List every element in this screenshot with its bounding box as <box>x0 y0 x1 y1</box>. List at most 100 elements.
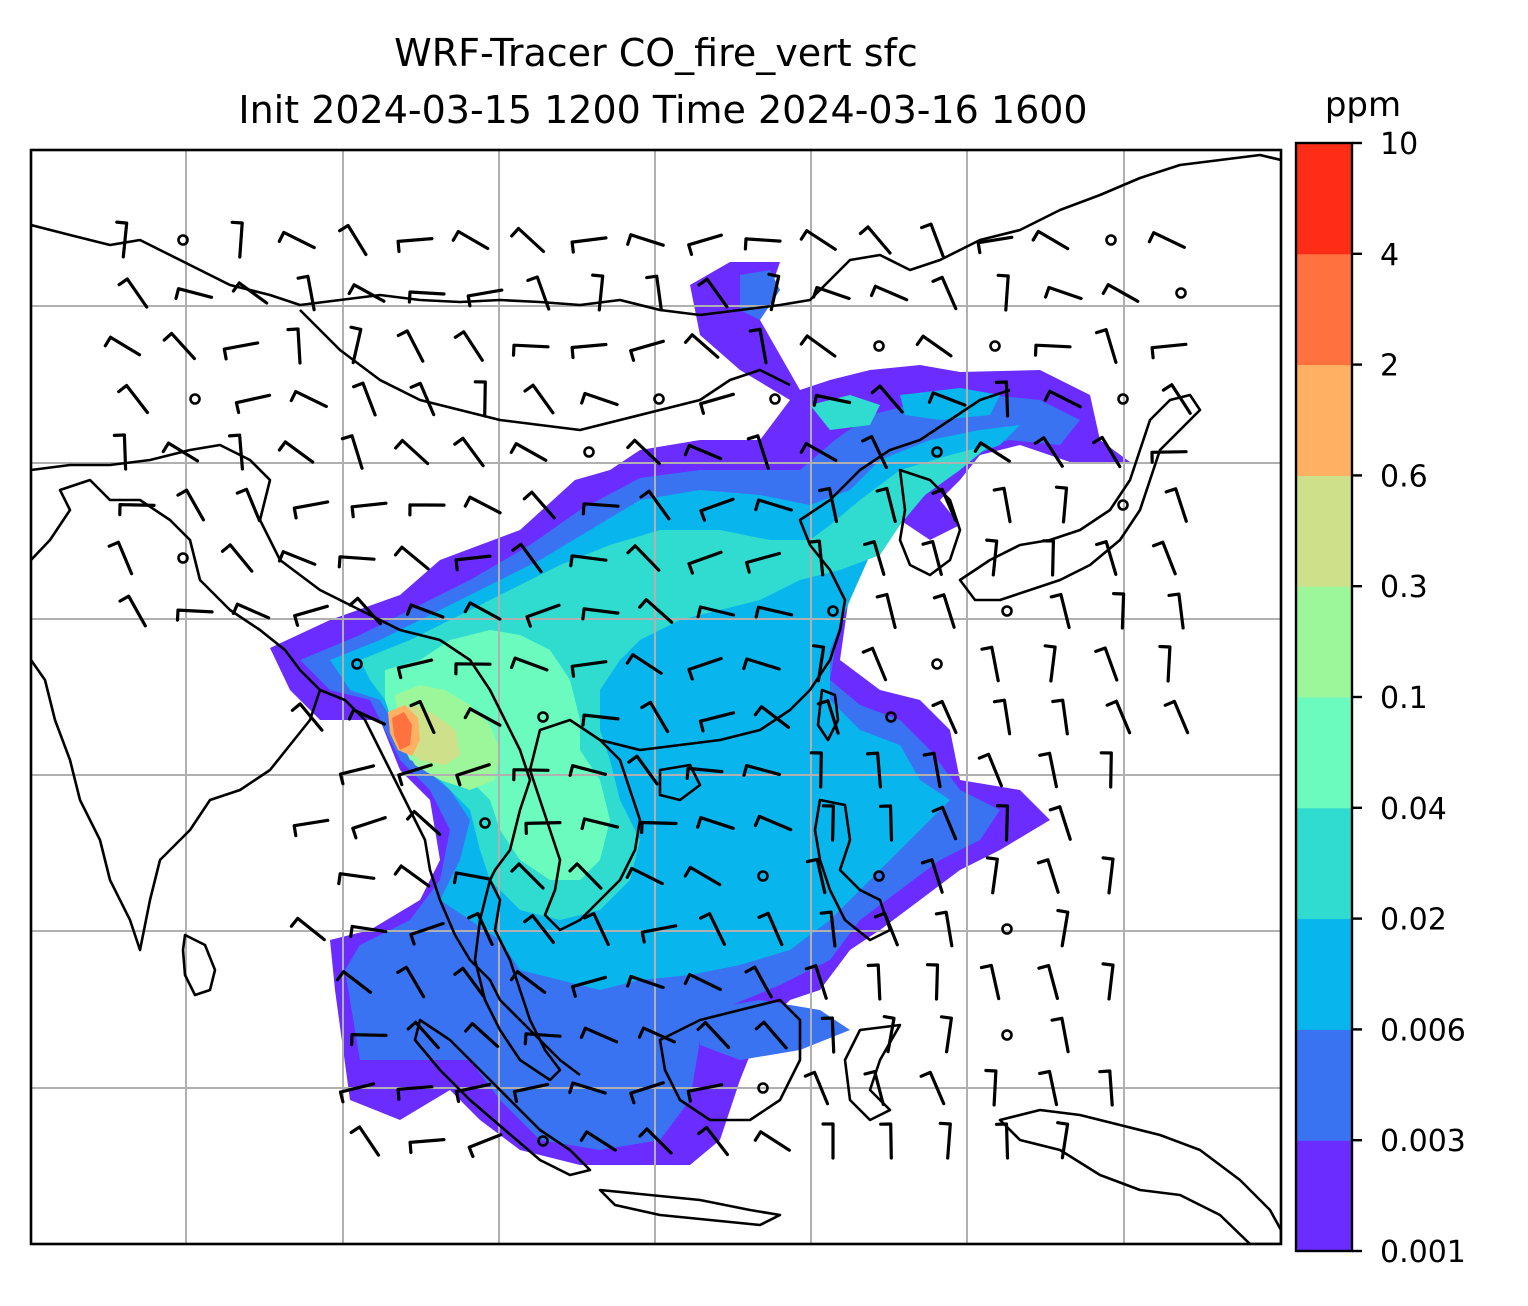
wind-barb <box>293 604 329 627</box>
wind-barb <box>640 700 670 734</box>
wind-barb <box>1033 436 1064 468</box>
colorbar-segment <box>1296 1140 1352 1252</box>
wind-barb <box>931 275 958 311</box>
wind-barb <box>176 488 205 522</box>
wind-barb <box>638 1127 673 1155</box>
wind-barb <box>454 554 492 572</box>
wind-barb <box>337 872 376 886</box>
wind-barb <box>277 230 316 250</box>
wind-barb <box>1150 342 1188 360</box>
wind-barb <box>640 924 678 944</box>
calm-wind-circle <box>885 711 897 723</box>
wind-barb <box>921 540 943 576</box>
wind-barb <box>698 711 736 733</box>
calm-wind-circle <box>177 234 189 246</box>
coast-sulawesi <box>843 1023 902 1122</box>
wind-barb <box>118 503 156 517</box>
wind-barb <box>569 554 608 568</box>
wind-barb <box>1167 592 1185 630</box>
wind-barb <box>467 1133 503 1159</box>
border-myanmar <box>439 638 532 881</box>
wind-barb <box>869 284 909 302</box>
wind-barb <box>290 702 324 732</box>
wind-barb <box>979 963 1001 1001</box>
colorbar-unit-label: ppm <box>1325 85 1401 125</box>
wind-barb <box>994 1122 1010 1160</box>
wind-barb <box>409 921 445 946</box>
calm-wind-circle <box>479 817 491 829</box>
calm-wind-circle <box>537 711 549 723</box>
wind-barb <box>511 343 550 357</box>
colorbar-tick-label: 0.02 <box>1380 903 1447 938</box>
wind-barb <box>1036 858 1060 894</box>
calm-wind-circle <box>1105 234 1117 246</box>
coast-taiwan <box>816 688 840 742</box>
wind-barb <box>394 438 430 466</box>
wind-barb <box>879 1122 893 1160</box>
wind-barb <box>745 551 781 574</box>
wind-barb <box>347 708 386 726</box>
coast-china <box>599 388 1011 752</box>
wind-barb <box>820 1016 836 1054</box>
wind-barb <box>629 1081 665 1105</box>
wind-barb <box>931 699 958 735</box>
wind-barb <box>347 283 386 303</box>
wind-barb <box>683 973 722 991</box>
wind-barb <box>640 820 678 835</box>
wind-barb <box>454 1082 492 1103</box>
wind-barb <box>579 1026 619 1044</box>
wind-barb <box>1094 646 1119 682</box>
wind-barb <box>409 699 436 735</box>
wind-barb <box>396 1085 434 1101</box>
wind-barb <box>696 1021 731 1049</box>
colorbar-tick-label: 10 <box>1380 127 1418 162</box>
field-level-2 <box>392 712 412 750</box>
wind-barb <box>754 1020 788 1050</box>
wind-barb <box>118 594 147 628</box>
wind-barb <box>117 383 149 415</box>
coast-borneo <box>658 998 802 1122</box>
coast-india <box>31 478 322 952</box>
wind-barb <box>1163 699 1190 735</box>
colorbar-tick-label: 0.1 <box>1380 681 1428 716</box>
wind-barb <box>340 434 364 470</box>
wind-barb <box>396 237 434 253</box>
wind-barb <box>571 975 607 998</box>
calm-wind-circle <box>931 446 943 458</box>
coast-sumatra <box>413 1018 592 1177</box>
wind-barb <box>626 438 661 466</box>
wind-barb <box>699 392 735 415</box>
wind-barb <box>523 914 555 944</box>
wind-barb <box>351 816 387 840</box>
wind-barb <box>743 237 782 251</box>
wind-barb <box>1151 540 1177 576</box>
map-panel <box>29 148 1283 1246</box>
wind-barb <box>510 226 546 254</box>
coast-russia-north <box>31 153 1281 317</box>
wind-barb <box>1031 229 1070 251</box>
wind-barb <box>349 1125 381 1157</box>
wind-barb <box>512 768 550 782</box>
map-frame <box>29 148 1283 1246</box>
wind-barb <box>523 383 555 415</box>
wind-barb <box>754 498 793 512</box>
calm-wind-circle <box>989 340 1001 352</box>
wind-barb <box>222 341 260 361</box>
colorbar-segment <box>1296 586 1352 698</box>
calm-wind-circle <box>769 393 781 405</box>
wind-barb <box>1101 283 1140 303</box>
wind-barb <box>407 290 446 304</box>
wind-barb <box>696 816 735 830</box>
wind-barb <box>629 339 665 362</box>
wind-barb <box>863 1069 885 1107</box>
wind-barb <box>348 596 382 626</box>
wind-barb <box>523 1032 562 1046</box>
wind-barb <box>1056 908 1070 948</box>
wind-barb <box>753 705 791 729</box>
wind-barb <box>296 274 316 312</box>
wind-barb <box>511 542 543 574</box>
wind-barb <box>875 486 897 524</box>
wind-barb <box>821 1122 835 1160</box>
wind-barb <box>637 1026 677 1044</box>
wind-barb <box>525 603 561 628</box>
